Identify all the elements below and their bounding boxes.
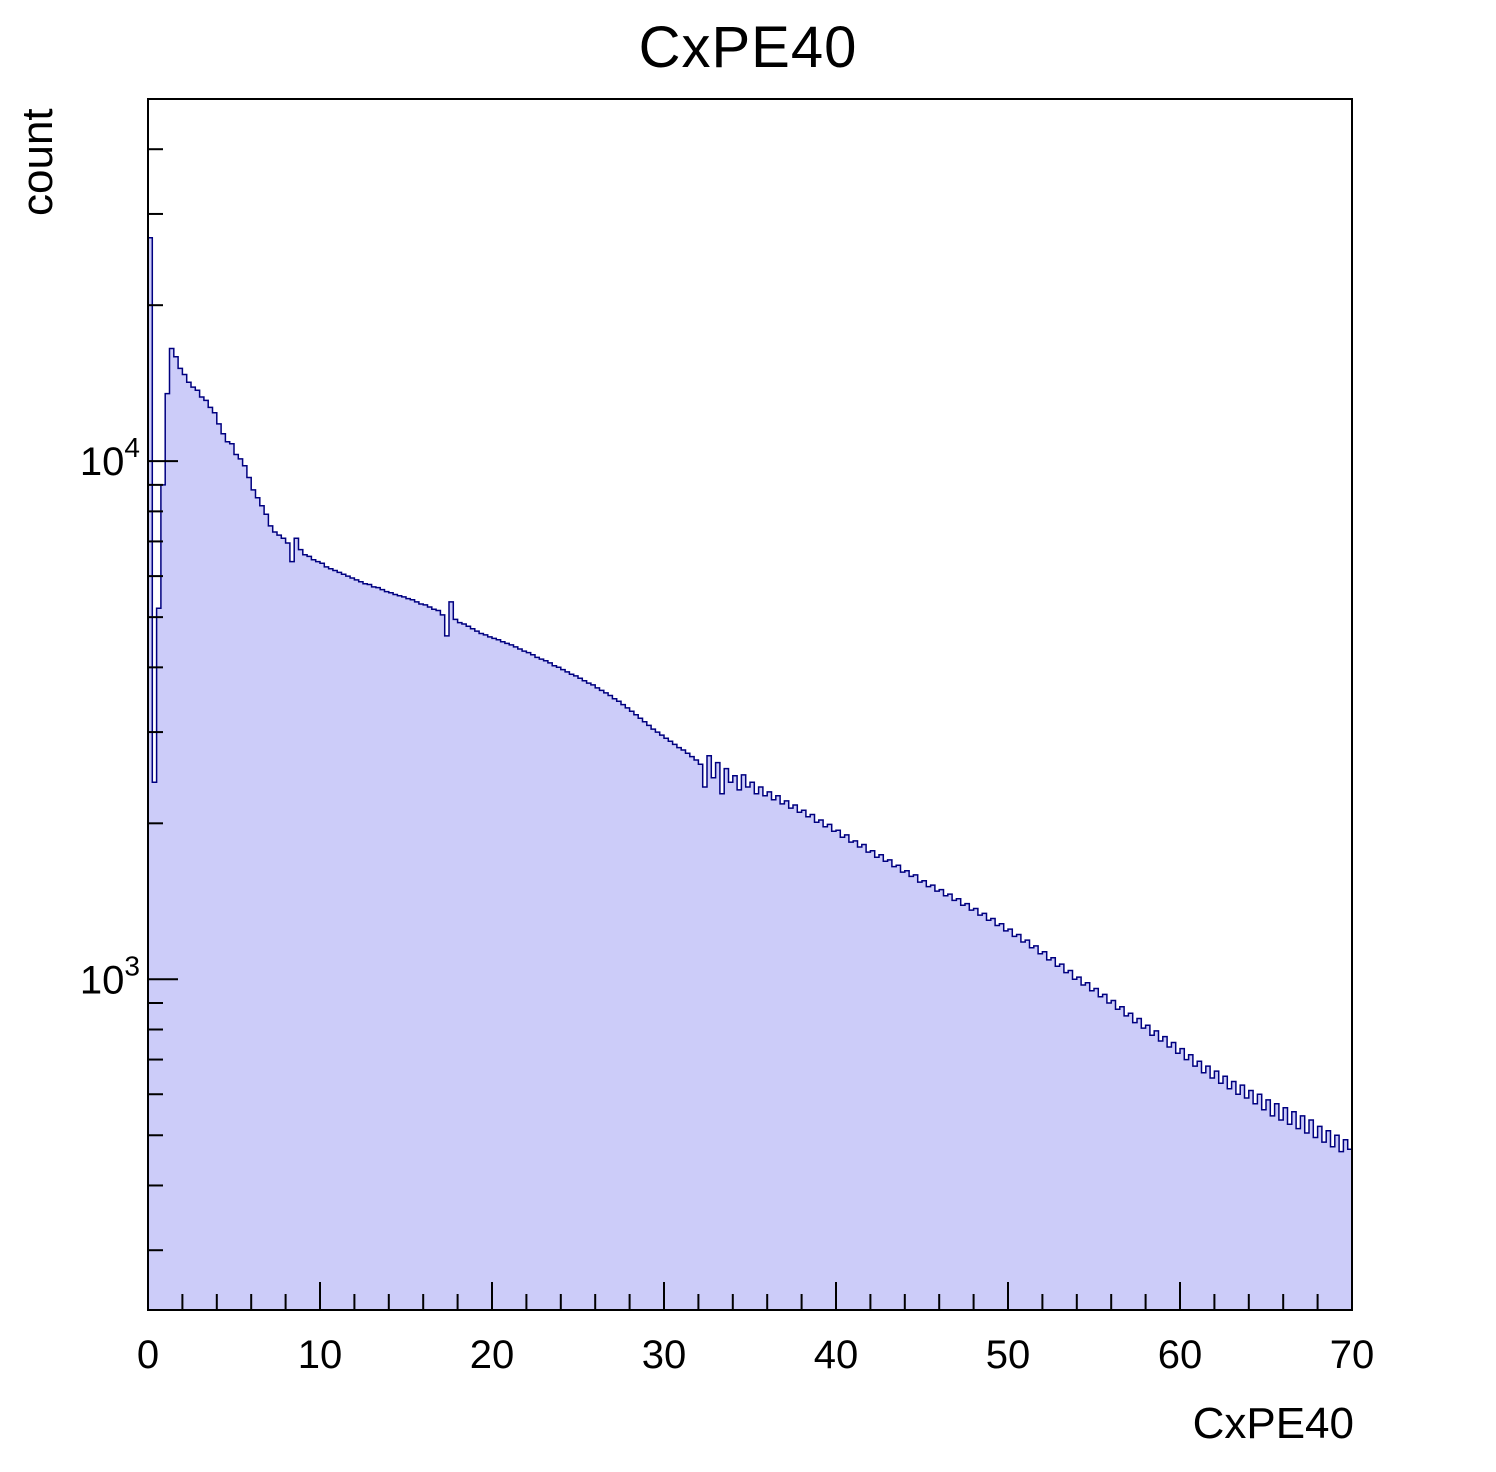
x-tick-label: 40 — [814, 1333, 859, 1377]
x-tick-label: 60 — [1158, 1333, 1203, 1377]
plot-frame — [147, 98, 1353, 1311]
x-tick-label: 10 — [298, 1333, 343, 1377]
x-tick-label: 30 — [642, 1333, 687, 1377]
x-tick-label: 50 — [986, 1333, 1031, 1377]
chart-title: CxPE40 — [638, 15, 858, 80]
y-tick-label: 104 — [80, 432, 140, 484]
x-tick-label: 0 — [137, 1333, 159, 1377]
y-axis-title: count — [13, 108, 62, 216]
histogram-fill — [148, 237, 1352, 1311]
histogram-outline — [147, 236, 1353, 1310]
x-tick-label: 70 — [1330, 1333, 1375, 1377]
x-axis-title: CxPE40 — [1193, 1399, 1354, 1448]
y-tick-label: 103 — [80, 950, 140, 1002]
x-tick-label: 20 — [470, 1333, 515, 1377]
